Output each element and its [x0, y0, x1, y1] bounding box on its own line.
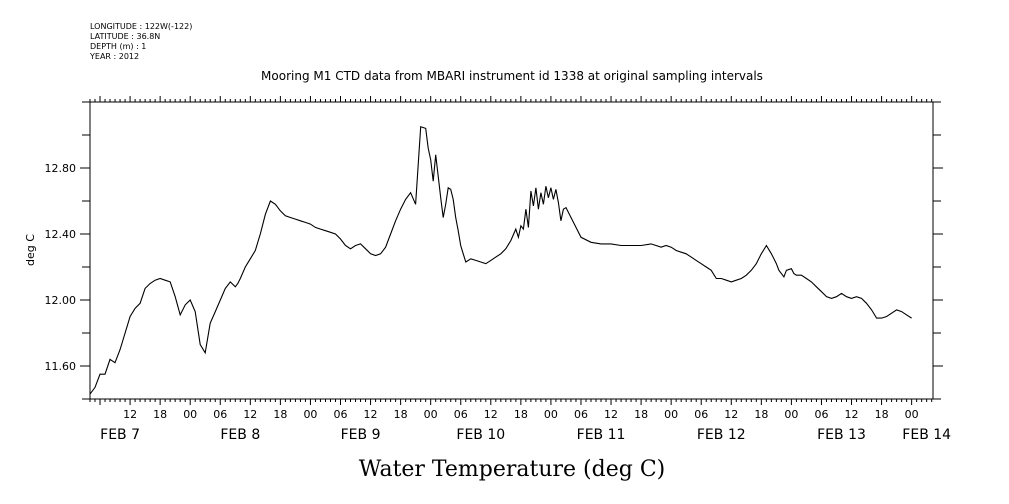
- x-hour-label: 18: [153, 408, 167, 421]
- x-hour-label: 12: [484, 408, 498, 421]
- minor-ticks: [89, 96, 933, 405]
- x-hour-label: 12: [845, 408, 859, 421]
- x-date-label: FEB 13: [817, 427, 866, 443]
- x-axis-label: Water Temperature (deg C): [359, 457, 666, 482]
- x-hour-label: 12: [604, 408, 618, 421]
- latitude-label: LATITUDE : 36.8N: [90, 32, 160, 41]
- plot-frame: [89, 101, 934, 400]
- x-hour-label: 06: [454, 408, 468, 421]
- x-hour-label: 18: [875, 408, 889, 421]
- x-hour-label: 00: [905, 408, 919, 421]
- y-tick-label: 12.00: [45, 294, 77, 307]
- x-hour-label: 18: [394, 408, 408, 421]
- x-hour-label: 00: [784, 408, 798, 421]
- y-axis: 11.60 12.00 12.40 12.80: [45, 101, 943, 400]
- x-date-label: FEB 8: [220, 427, 260, 443]
- x-hour-label: 06: [213, 408, 227, 421]
- series-line-0: [89, 125, 912, 395]
- y-tick-label: 12.80: [45, 162, 77, 175]
- x-date-label: FEB 14: [902, 427, 951, 443]
- longitude-label: LONGITUDE : 122W(-122): [90, 22, 192, 31]
- x-date-label: FEB 9: [341, 427, 381, 443]
- x-hour-label: 00: [183, 408, 197, 421]
- series-layer: [89, 125, 912, 395]
- year-label: YEAR : 2012: [89, 52, 139, 61]
- x-hour-label: 12: [243, 408, 257, 421]
- x-hour-label: 12: [724, 408, 738, 421]
- y-tick-label: 12.40: [45, 228, 77, 241]
- x-hour-label: 12: [364, 408, 378, 421]
- y-tick-label: 11.60: [45, 360, 77, 373]
- x-hour-label: 06: [814, 408, 828, 421]
- depth-label: DEPTH (m) : 1: [90, 42, 146, 51]
- x-hour-label: 18: [514, 408, 528, 421]
- x-axis: 12 18 00 06 12 18 00 06 12 18 00 06 12 18 00 06 12 18 00 06…: [100, 408, 951, 443]
- x-hour-label: 18: [634, 408, 648, 421]
- chart-title: Mooring M1 CTD data from MBARI instrumen…: [261, 69, 763, 83]
- x-hour-label: 00: [424, 408, 438, 421]
- x-date-label: FEB 7: [100, 427, 140, 443]
- x-hour-label: 00: [544, 408, 558, 421]
- x-date-label: FEB 12: [697, 427, 746, 443]
- x-hour-label: 18: [754, 408, 768, 421]
- x-hour-label: 18: [273, 408, 287, 421]
- x-hour-label: 06: [694, 408, 708, 421]
- x-hour-label: 06: [334, 408, 348, 421]
- x-hour-label: 06: [574, 408, 588, 421]
- x-date-label: FEB 10: [456, 427, 505, 443]
- x-hour-label: 00: [664, 408, 678, 421]
- x-hour-label: 12: [123, 408, 137, 421]
- x-hour-label: 00: [303, 408, 317, 421]
- x-date-label: FEB 11: [577, 427, 626, 443]
- y-axis-label: deg C: [24, 234, 37, 266]
